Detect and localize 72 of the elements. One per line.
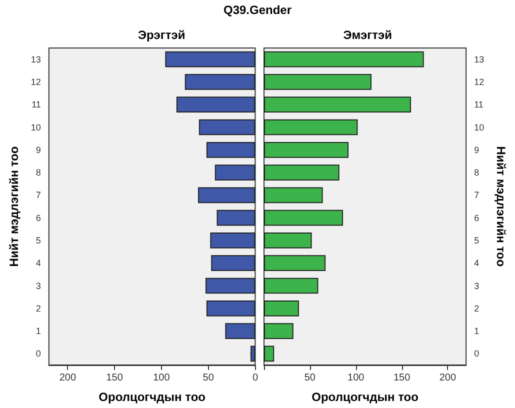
x-axis-title: Оролцогчдын тоо <box>98 390 206 404</box>
bar <box>184 74 256 90</box>
y-tick-label: 7 <box>474 190 480 200</box>
bar <box>198 119 256 136</box>
y-tick-label: 11 <box>32 100 41 110</box>
y-tick-label: 4 <box>474 258 480 268</box>
y-tick-label: 1 <box>474 326 480 336</box>
x-tick-label: 50 <box>202 372 214 384</box>
bar <box>264 300 299 316</box>
y-tick-label: 8 <box>36 168 41 178</box>
y-tick-label: 10 <box>30 122 41 132</box>
x-tick-label: 200 <box>439 372 456 384</box>
bar <box>216 210 256 226</box>
bar <box>264 96 411 113</box>
y-tick-label: 7 <box>36 190 41 200</box>
bar <box>264 187 323 204</box>
x-tick-label: 100 <box>348 372 365 384</box>
bar <box>264 142 349 158</box>
y-tick-label: 5 <box>36 235 41 246</box>
y-tick-label: 12 <box>30 76 41 87</box>
y-tick-label: 2 <box>36 303 41 314</box>
y-tick-label: 9 <box>36 144 41 155</box>
bar <box>264 164 340 180</box>
chart-title: Q39.Gender <box>222 3 293 17</box>
y-tick-label: 5 <box>474 235 480 246</box>
y-tick-label: 0 <box>474 348 480 359</box>
bar <box>264 232 312 248</box>
y-tick-label: 6 <box>474 212 480 223</box>
x-tick-label: 150 <box>106 372 124 384</box>
y-tick-label: 8 <box>474 168 480 178</box>
x-tick-label: 0 <box>252 372 258 384</box>
bar <box>264 74 372 90</box>
bar <box>206 142 256 158</box>
y-tick-label: 2 <box>474 303 480 314</box>
chart-subtitle: Эрэгтэй <box>138 28 186 42</box>
y-tick-label: 13 <box>474 54 484 64</box>
bar <box>198 187 256 204</box>
bar <box>264 119 358 136</box>
y-tick-label: 10 <box>474 122 484 132</box>
y-tick-label: 12 <box>474 76 484 87</box>
x-tick-label: 50 <box>304 372 316 384</box>
bar <box>210 232 256 248</box>
bar <box>264 278 318 294</box>
y-tick-label: 3 <box>36 280 41 291</box>
y-tick-label: 6 <box>36 212 41 223</box>
y-tick-label: 11 <box>474 100 484 110</box>
y-tick-label: 1 <box>36 326 41 336</box>
y-axis-title: Нийт мэдлэгийн тоо <box>7 146 21 267</box>
y-tick-label: 9 <box>474 144 480 155</box>
x-tick-label: 100 <box>153 372 170 384</box>
x-axis-title: Оролцогчдын тоо <box>312 390 418 404</box>
bar <box>264 210 343 226</box>
bar <box>211 255 256 272</box>
y-tick-label: 4 <box>36 258 41 268</box>
x-tick-label: 200 <box>59 372 76 384</box>
y2-axis-title: Нийт мэдлэгийн тоо <box>494 146 508 267</box>
bar <box>176 96 256 113</box>
bar <box>264 346 274 362</box>
bar <box>206 300 256 316</box>
bar <box>214 164 256 180</box>
bar <box>264 323 294 339</box>
bar <box>264 255 326 272</box>
bar <box>250 346 256 362</box>
y-tick-label: 3 <box>474 280 480 291</box>
y-tick-label: 0 <box>36 348 41 359</box>
bar <box>206 278 256 294</box>
x-tick-label: 150 <box>393 372 411 384</box>
y-tick-label: 13 <box>30 54 41 64</box>
bar <box>225 323 256 339</box>
bar <box>165 51 256 68</box>
bar <box>264 51 424 68</box>
chart-subtitle: Эмэгтэй <box>343 28 392 42</box>
